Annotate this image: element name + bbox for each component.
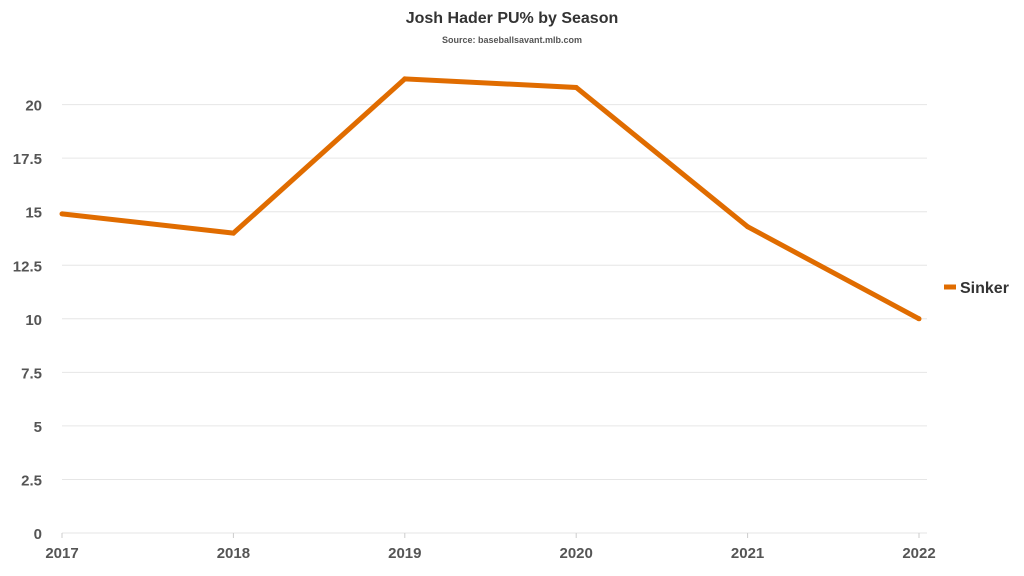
x-axis-ticks: 2017 2018 2019 2020 2021 2022 — [45, 533, 936, 562]
chart-title: Josh Hader PU% by Season — [406, 10, 619, 27]
legend[interactable]: Sinker — [944, 280, 1009, 297]
data-point[interactable] — [573, 84, 579, 90]
series-line-sinker — [61, 76, 921, 322]
x-tick-label: 2017 — [45, 545, 78, 562]
y-tick-label: 12.5 — [13, 258, 42, 275]
y-tick-label: 17.5 — [13, 151, 42, 168]
grid-lines — [62, 104, 927, 534]
data-point[interactable] — [402, 76, 408, 82]
series-layer — [59, 76, 922, 322]
x-tick-label: 2020 — [560, 545, 593, 562]
y-tick-label: 10 — [25, 312, 42, 329]
x-tick-label: 2022 — [902, 545, 935, 562]
chart-subtitle: Source: baseballsavant.mlb.com — [442, 35, 582, 45]
y-tick-label: 2.5 — [21, 472, 42, 489]
data-point[interactable] — [745, 224, 751, 230]
data-point[interactable] — [230, 230, 236, 236]
x-tick-label: 2021 — [731, 545, 764, 562]
x-tick-label: 2018 — [217, 545, 250, 562]
y-tick-label: 7.5 — [21, 365, 42, 382]
y-axis-ticks: 0 2.5 5 7.5 10 12.5 15 17.5 20 — [13, 98, 42, 543]
y-tick-label: 20 — [25, 98, 42, 115]
y-tick-label: 5 — [34, 419, 42, 436]
data-point[interactable] — [59, 211, 65, 217]
x-tick-label: 2019 — [388, 545, 421, 562]
legend-label-sinker: Sinker — [960, 280, 1009, 297]
y-tick-label: 15 — [25, 205, 42, 222]
y-tick-label: 0 — [34, 526, 42, 543]
data-point[interactable] — [916, 316, 922, 322]
